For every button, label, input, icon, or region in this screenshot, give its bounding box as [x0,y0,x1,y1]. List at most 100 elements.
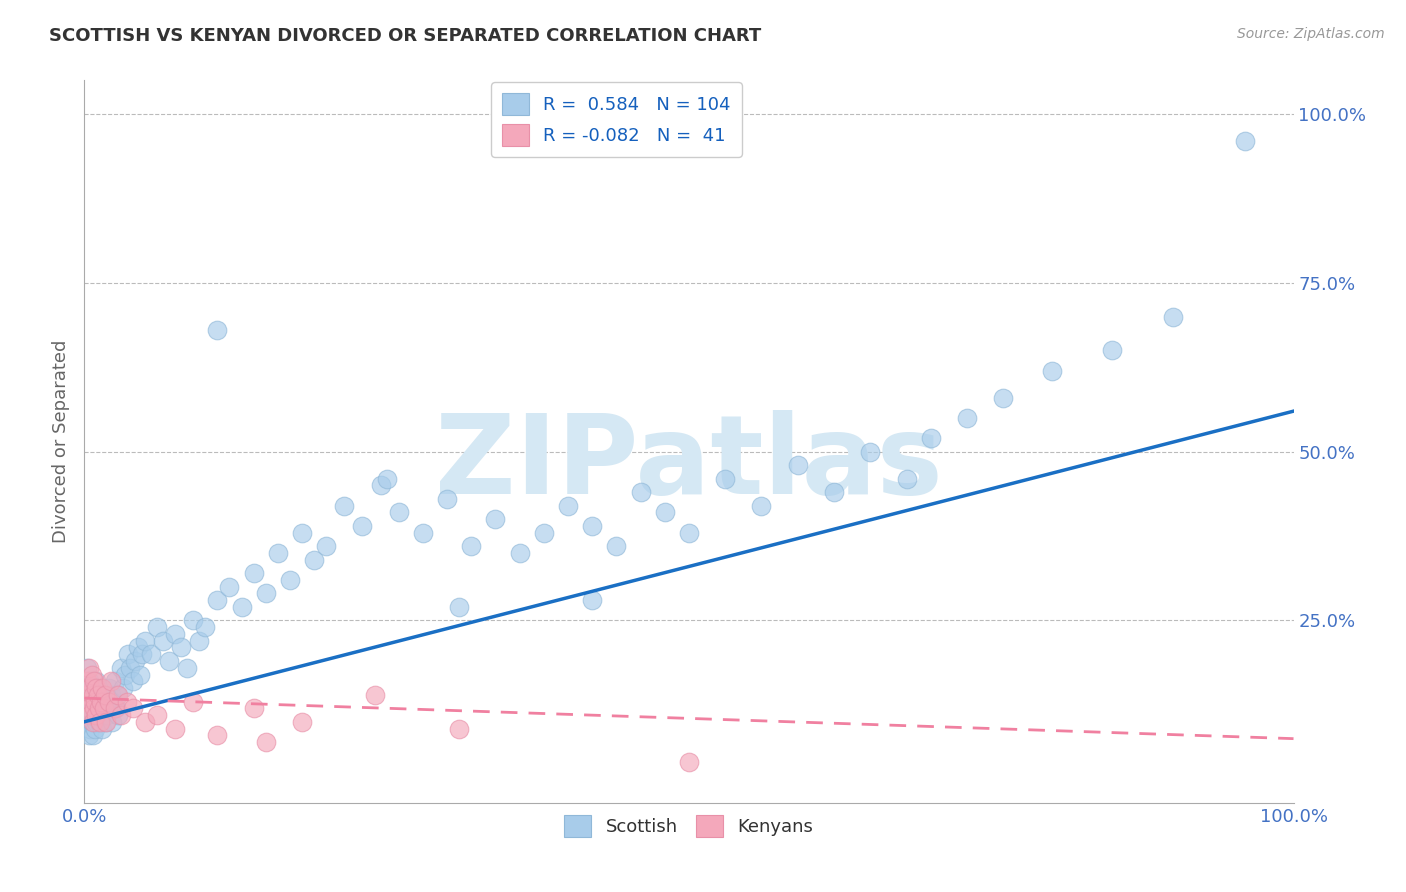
Point [104,701,127,715]
Point [84,694,107,708]
Point [127,640,149,655]
Point [242,701,264,715]
Point [605,539,627,553]
Point [291,525,314,540]
Point [107,688,129,702]
Point [896,472,918,486]
Point [82,688,104,702]
Point [375,472,398,486]
Point [77,714,100,729]
Point [146,708,169,723]
Point [352,519,374,533]
Point [83,681,105,695]
Point [207,323,229,337]
Point [79,708,101,723]
Point [823,485,845,500]
Point [110,661,132,675]
Point [302,552,325,566]
Point [98,701,121,715]
Point [77,694,100,708]
Point [714,472,737,486]
Point [751,499,773,513]
Point [76,661,98,675]
Point [110,708,132,723]
Text: Source: ZipAtlas.com: Source: ZipAtlas.com [1237,27,1385,41]
Point [363,688,385,702]
Text: ZIPatlas: ZIPatlas [434,409,943,516]
Point [105,688,128,702]
Point [460,539,482,553]
Point [94,714,117,729]
Point [181,614,204,628]
Point [115,694,138,708]
Point [104,701,127,715]
Point [79,708,101,723]
Point [436,491,458,506]
Point [121,701,143,715]
Point [80,714,103,729]
Point [231,599,253,614]
Point [82,701,104,715]
Point [82,728,104,742]
Point [90,708,112,723]
Point [291,714,314,729]
Point [533,525,555,540]
Point [77,674,100,689]
Point [315,539,337,553]
Point [90,694,112,708]
Point [139,647,162,661]
Point [83,674,105,689]
Point [121,674,143,689]
Point [134,714,156,729]
Point [242,566,264,581]
Point [993,391,1015,405]
Point [449,599,471,614]
Point [93,701,115,715]
Point [87,714,110,729]
Point [84,694,107,708]
Point [581,593,603,607]
Point [117,647,139,661]
Point [83,701,105,715]
Point [557,499,579,513]
Point [786,458,808,472]
Point [77,688,100,702]
Point [165,627,187,641]
Point [77,661,100,675]
Point [114,667,136,681]
Point [77,701,100,715]
Point [630,485,652,500]
Point [157,654,180,668]
Point [207,593,229,607]
Point [77,728,100,742]
Point [120,661,142,675]
Point [370,478,392,492]
Point [449,722,471,736]
Point [100,674,122,689]
Point [79,681,101,695]
Point [124,654,146,668]
Point [1040,364,1063,378]
Point [94,701,117,715]
Point [678,525,700,540]
Point [581,519,603,533]
Point [89,701,111,715]
Point [509,546,531,560]
Point [129,667,152,681]
Point [388,505,411,519]
Point [86,681,108,695]
Point [181,694,204,708]
Point [920,431,942,445]
Point [80,688,103,702]
Point [101,714,124,729]
Text: SCOTTISH VS KENYAN DIVORCED OR SEPARATED CORRELATION CHART: SCOTTISH VS KENYAN DIVORCED OR SEPARATED… [49,27,762,45]
Point [188,633,211,648]
Point [75,688,97,702]
Point [104,674,127,689]
Point [107,708,129,723]
Point [94,714,117,729]
Point [94,688,117,702]
Point [131,647,153,661]
Point [112,681,135,695]
Point [165,722,187,736]
